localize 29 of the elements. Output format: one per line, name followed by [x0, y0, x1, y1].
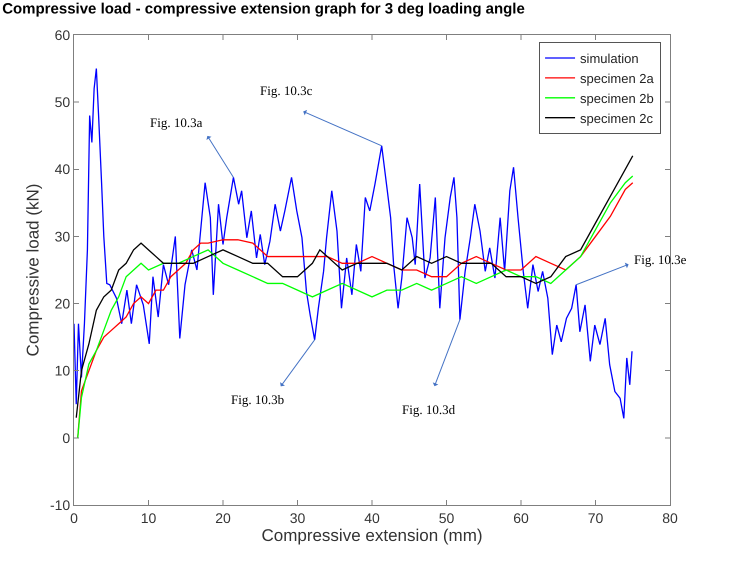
y-tick-label: 10 [54, 362, 70, 379]
legend-label: specimen 2b [580, 90, 654, 106]
y-tick-label: 50 [54, 94, 70, 110]
annotation: Fig. 10.3a [150, 115, 203, 130]
annotation: Fig. 10.3b [231, 392, 284, 407]
y-axis-title: Compressive load (kN) [24, 184, 43, 356]
x-tick-label: 40 [364, 510, 380, 526]
x-tick-label: 10 [140, 510, 156, 526]
annotation: Fig. 10.3e [634, 252, 687, 267]
x-axis-title: Compressive extension (mm) [261, 526, 483, 546]
chart-title: Compressive load - compressive extension graph for 3 deg loading angle [2, 0, 525, 18]
y-tick-label: -10 [50, 496, 70, 513]
y-tick-label: 60 [54, 26, 70, 43]
x-tick-label: 30 [290, 510, 306, 526]
y-tick-label: 20 [54, 295, 70, 312]
annotation: Fig. 10.3c [260, 83, 313, 98]
x-tick-label: 80 [662, 510, 678, 526]
legend-label: specimen 2a [580, 70, 655, 86]
x-tick-label: 70 [588, 510, 604, 526]
y-tick-label: 40 [54, 161, 70, 178]
legend-label: simulation [580, 51, 639, 66]
x-tick-label: 60 [513, 510, 529, 526]
y-tick-label: 0 [62, 430, 70, 446]
y-tick-label: 30 [54, 228, 70, 244]
annotation: Fig. 10.3d [402, 402, 456, 417]
x-tick-label: 50 [438, 510, 454, 526]
x-tick-label: 20 [215, 510, 231, 526]
legend-label: specimen 2c [580, 110, 654, 126]
line-series [74, 68, 633, 420]
